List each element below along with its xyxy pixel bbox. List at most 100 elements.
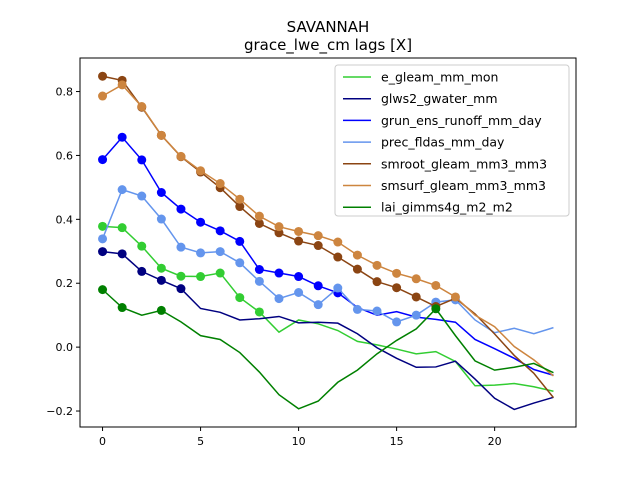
y-tick-label: 0.0 [56, 341, 74, 354]
data-point [294, 226, 304, 236]
data-point [156, 305, 166, 315]
data-point [254, 276, 264, 286]
legend-label: smsurf_gleam_mm3_mm3 [381, 178, 546, 193]
data-point [196, 248, 206, 258]
data-point [98, 221, 108, 231]
data-point [431, 280, 441, 290]
data-point [98, 155, 108, 165]
data-point [333, 237, 343, 247]
data-point [156, 275, 166, 285]
data-point [294, 272, 304, 282]
data-point [137, 102, 147, 112]
data-point [313, 241, 323, 251]
data-point [411, 292, 421, 302]
data-point [235, 293, 245, 303]
data-point [176, 204, 186, 214]
data-point [98, 71, 108, 81]
data-point [137, 191, 147, 201]
y-tick-label: 0.2 [56, 277, 74, 290]
data-point [98, 247, 108, 257]
data-point [392, 283, 402, 293]
chart-subtitle: grace_lwe_cm lags [X] [244, 36, 412, 55]
data-point [274, 268, 284, 278]
data-point [333, 252, 343, 262]
data-point [392, 317, 402, 327]
axes-frame [79, 57, 577, 428]
data-point [117, 303, 127, 313]
legend-label: glws2_gwater_mm [381, 91, 498, 106]
data-point [254, 211, 264, 221]
y-tick-label: 0.6 [56, 149, 74, 162]
legend-box [334, 64, 570, 217]
data-point [117, 185, 127, 195]
data-point [196, 272, 206, 282]
data-point [431, 304, 441, 314]
data-point [333, 283, 343, 293]
data-point [372, 260, 382, 270]
data-point [392, 268, 402, 278]
data-point [274, 294, 284, 304]
data-point [215, 179, 225, 189]
data-point [294, 236, 304, 246]
legend-label: lai_gimms4g_m2_m2 [381, 200, 513, 215]
data-point [137, 266, 147, 276]
series-line-3 [101, 188, 554, 335]
data-point [117, 80, 127, 90]
data-point [176, 284, 186, 294]
legend-label: e_gleam_mm_mon [381, 70, 498, 85]
data-point [117, 132, 127, 142]
data-point [98, 285, 108, 295]
data-point [215, 268, 225, 278]
x-tick-label: 5 [197, 435, 204, 448]
data-point [176, 151, 186, 161]
data-point [235, 236, 245, 246]
data-point [352, 304, 362, 314]
data-point [117, 249, 127, 259]
data-point [254, 307, 264, 317]
y-tick-label: 0.8 [56, 86, 74, 99]
data-point [411, 274, 421, 284]
data-point [196, 217, 206, 227]
chart-title: SAVANNAH [287, 18, 370, 36]
data-point [352, 264, 362, 274]
series-line-5 [102, 83, 554, 377]
data-point [313, 300, 323, 310]
series-line-6 [102, 289, 554, 410]
data-point [235, 194, 245, 204]
data-point [372, 277, 382, 287]
y-tick-label: 0.4 [56, 213, 74, 226]
legend-label: grun_ens_runoff_mm_day [381, 113, 542, 128]
data-point [313, 281, 323, 291]
data-point [254, 218, 264, 228]
legend-label: prec_fldas_mm_day [381, 135, 505, 150]
data-point [156, 130, 166, 140]
data-point [294, 287, 304, 297]
data-point [235, 202, 245, 212]
data-point [450, 292, 460, 302]
data-point [98, 234, 108, 244]
data-point [352, 250, 362, 260]
plot-area [98, 71, 555, 411]
data-point [176, 271, 186, 281]
data-point [156, 263, 166, 273]
data-point [215, 247, 225, 257]
data-point [274, 222, 284, 232]
data-point [235, 258, 245, 268]
data-point [156, 214, 166, 224]
data-point [254, 264, 264, 274]
data-point [176, 242, 186, 252]
data-point [117, 223, 127, 233]
data-point [313, 231, 323, 241]
data-point [215, 226, 225, 236]
x-tick-label: 20 [488, 435, 502, 448]
data-point [137, 155, 147, 165]
data-point [98, 91, 108, 101]
ticks: 0 5 10 15 20 −0.2 0.0 0.2 0.4 0.6 0.8 [46, 86, 501, 448]
data-point [137, 241, 147, 251]
x-tick-label: 10 [292, 435, 306, 448]
data-point [196, 166, 206, 176]
data-point [156, 188, 166, 198]
x-tick-label: 15 [390, 435, 404, 448]
